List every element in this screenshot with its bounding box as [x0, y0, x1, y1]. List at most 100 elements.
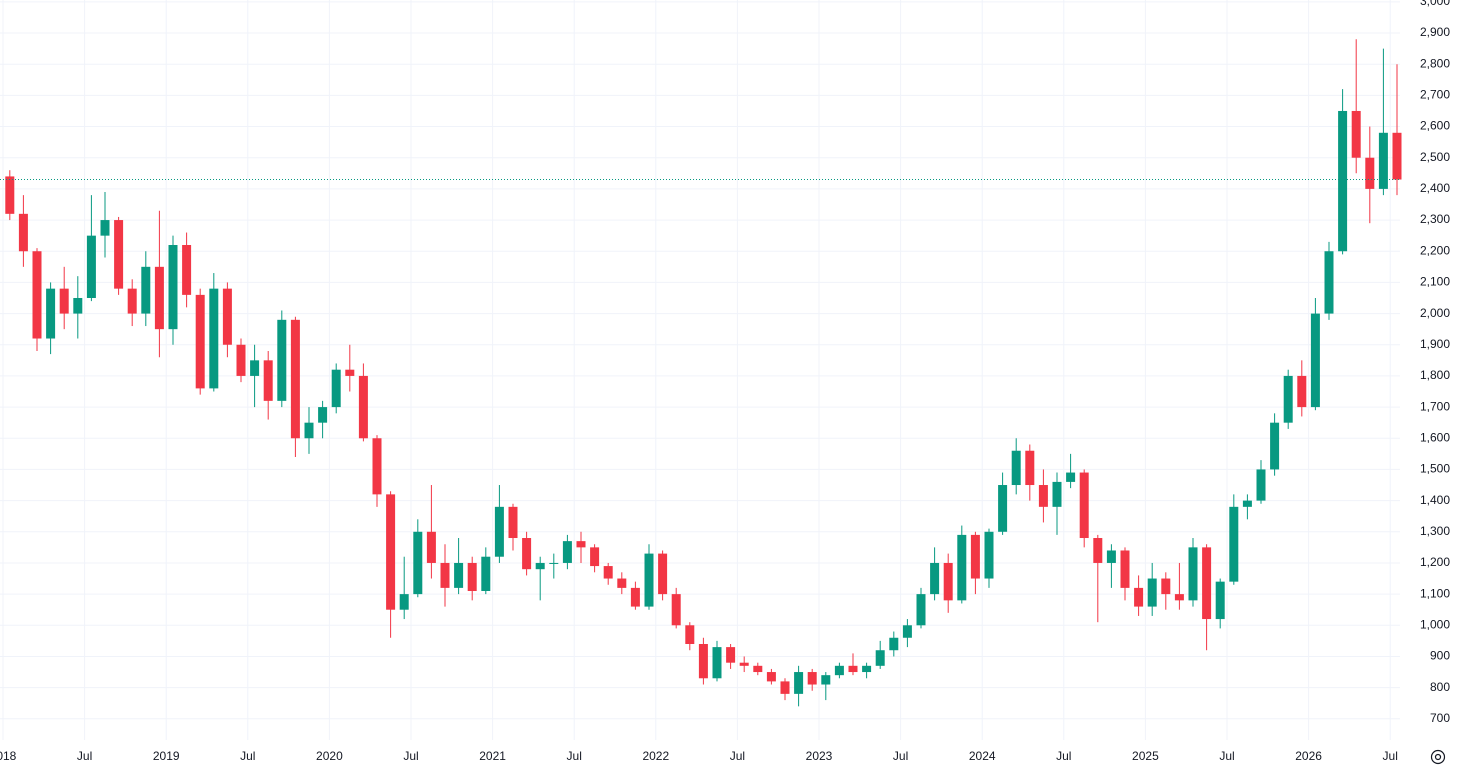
- candle-body: [1215, 581, 1225, 620]
- candle-body: [943, 562, 953, 601]
- x-tick-label: Jul: [77, 749, 92, 763]
- candle-body: [549, 562, 559, 564]
- candle-body: [834, 665, 844, 676]
- candle-body: [1297, 375, 1307, 408]
- candle-body: [902, 625, 912, 638]
- candle-body: [141, 266, 151, 314]
- x-tick-label: 2018: [0, 749, 17, 763]
- candle-body: [1338, 110, 1348, 252]
- candle-body: [712, 647, 722, 679]
- candle-body: [18, 213, 28, 252]
- candle-body: [1229, 506, 1239, 582]
- candle-body: [345, 369, 355, 376]
- candle-body: [1134, 587, 1144, 607]
- candle-body: [1038, 485, 1048, 507]
- candle-body: [1378, 132, 1388, 189]
- candle-body: [127, 288, 137, 314]
- y-tick-label: 1,400: [1420, 493, 1450, 507]
- y-tick-label: 2,200: [1420, 243, 1450, 257]
- y-tick-label: 900: [1430, 649, 1450, 663]
- candle-body: [685, 625, 695, 644]
- candle-body: [1392, 132, 1402, 180]
- candle-body: [182, 245, 192, 295]
- candle-body: [1079, 472, 1089, 539]
- x-tick-label: 2021: [479, 749, 506, 763]
- candle-body: [1093, 538, 1103, 563]
- candle-body: [753, 665, 763, 673]
- y-tick-label: 1,600: [1420, 430, 1450, 444]
- settings-icon: [1430, 749, 1446, 765]
- x-tick-label: 2019: [153, 749, 180, 763]
- candle-body: [590, 547, 600, 567]
- y-tick-label: 1,000: [1420, 617, 1450, 631]
- candle-body: [386, 494, 396, 610]
- y-tick-label: 2,400: [1420, 181, 1450, 195]
- candle-body: [889, 637, 899, 651]
- y-tick-label: 2,000: [1420, 306, 1450, 320]
- candle-body: [331, 369, 341, 408]
- candle-body: [413, 531, 423, 595]
- y-tick-label: 1,900: [1420, 337, 1450, 351]
- y-tick-label: 2,100: [1420, 275, 1450, 289]
- candle-body: [168, 245, 178, 330]
- candle-body: [222, 288, 232, 345]
- candle-body: [766, 672, 776, 682]
- candle-body: [671, 594, 681, 626]
- candle-body: [86, 235, 96, 298]
- candle-body: [318, 407, 328, 423]
- candle-body: [154, 266, 164, 330]
- x-tick-label: Jul: [403, 749, 418, 763]
- candle-body: [984, 531, 994, 579]
- candle-body: [454, 562, 464, 588]
- candle-body: [794, 672, 804, 694]
- x-tick-label: Jul: [1219, 749, 1234, 763]
- x-tick-label: Jul: [567, 749, 582, 763]
- x-tick-label: Jul: [1056, 749, 1071, 763]
- y-tick-label: 1,700: [1420, 399, 1450, 413]
- candle-body: [875, 650, 885, 666]
- settings-button[interactable]: [1430, 749, 1446, 765]
- y-tick-label: 2,700: [1420, 88, 1450, 102]
- y-tick-label: 2,600: [1420, 119, 1450, 133]
- candle-body: [1283, 375, 1293, 423]
- candle-body: [1202, 547, 1212, 620]
- candle-body: [1270, 422, 1280, 470]
- candle-body: [1256, 469, 1266, 501]
- candle-body: [73, 297, 83, 314]
- y-tick-label: 3,000: [1420, 0, 1450, 8]
- y-tick-label: 1,300: [1420, 524, 1450, 538]
- candle-body: [290, 319, 300, 439]
- candle-body: [263, 360, 273, 401]
- y-tick-label: 1,500: [1420, 462, 1450, 476]
- settings-icon-center: [1434, 753, 1442, 761]
- y-tick-label: 1,800: [1420, 368, 1450, 382]
- candle-body: [821, 675, 831, 685]
- candle-body: [467, 562, 477, 592]
- x-tick-label: 2024: [969, 749, 996, 763]
- candle-body: [426, 531, 436, 563]
- x-tick-label: Jul: [240, 749, 255, 763]
- candle-body: [399, 594, 409, 610]
- candle-body: [358, 375, 368, 439]
- candle-body: [236, 344, 246, 376]
- y-tick-label: 1,200: [1420, 555, 1450, 569]
- candle-body: [617, 578, 627, 588]
- candle-body: [576, 541, 586, 548]
- candle-body: [1188, 547, 1198, 601]
- candle-body: [1052, 481, 1062, 507]
- candle-body: [916, 594, 926, 626]
- x-tick-label: Jul: [1383, 749, 1398, 763]
- candle-body: [100, 220, 110, 236]
- candle-body: [862, 665, 872, 673]
- candle-body: [930, 562, 940, 595]
- candle-body: [508, 506, 518, 539]
- candle-body: [1324, 251, 1334, 314]
- candle-body: [1066, 472, 1076, 482]
- candle-body: [957, 534, 967, 601]
- candle-body: [726, 647, 736, 663]
- candle-body: [1365, 157, 1375, 189]
- candle-body: [481, 556, 491, 592]
